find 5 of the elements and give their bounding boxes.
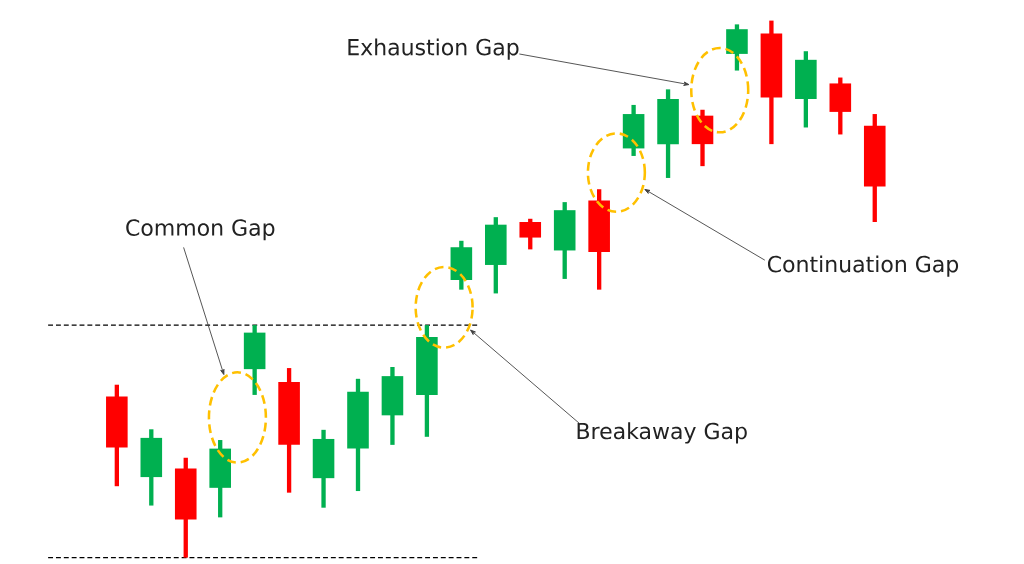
annotation: Continuation Gap	[767, 255, 959, 277]
annotation: Exhaustion Gap	[348, 38, 519, 60]
annotation: Common Gap	[126, 219, 275, 241]
annotation: Breakaway Gap	[577, 422, 747, 444]
candlestick	[519, 219, 542, 250]
